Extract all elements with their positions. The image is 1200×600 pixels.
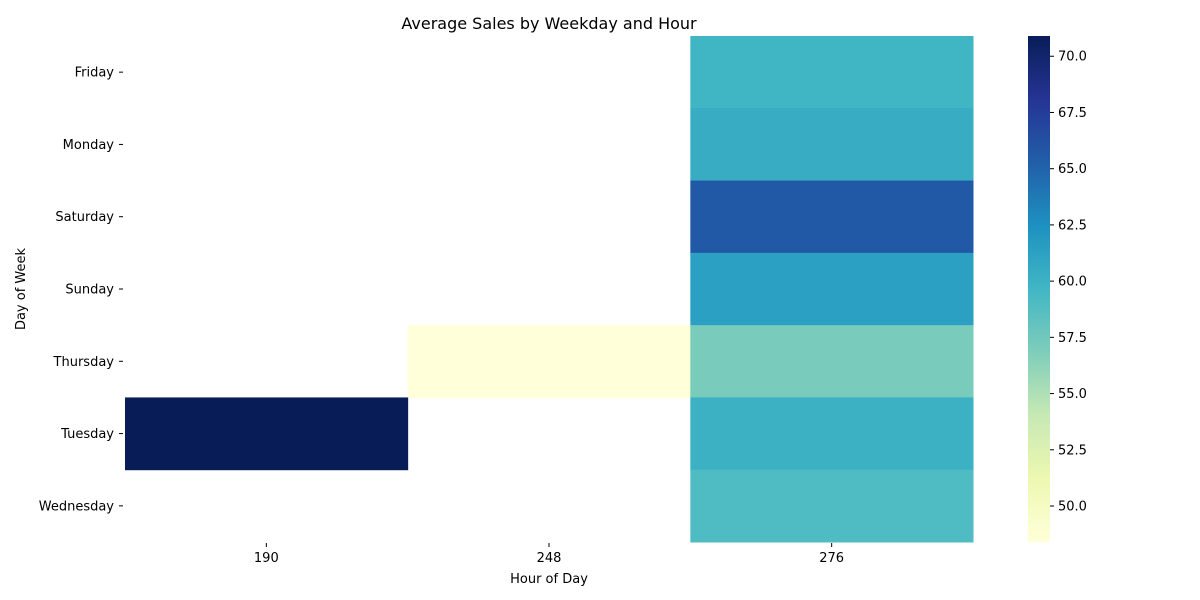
y-tick-label: Friday xyxy=(75,66,115,81)
colorbar-tick-label: 62.5 xyxy=(1058,218,1087,233)
colorbar-ticks: 50.0 52.5 55.0 57.5 60.0 62.5 65.0 67.5 70.0 xyxy=(1050,50,1087,515)
colorbar-tick-label: 57.5 xyxy=(1058,331,1087,346)
heatmap-cell xyxy=(690,397,974,471)
chart-title: Average Sales by Weekday and Hour xyxy=(401,14,697,33)
colorbar-tick-label: 60.0 xyxy=(1058,275,1087,290)
colorbar-tick-label: 50.0 xyxy=(1058,500,1087,515)
x-axis-label: Hour of Day xyxy=(510,572,588,587)
colorbar xyxy=(1028,36,1050,542)
heatmap-cell xyxy=(407,325,691,398)
heatmap-cells xyxy=(125,36,974,543)
x-tick-label: 190 xyxy=(254,551,279,566)
colorbar-tick-label: 55.0 xyxy=(1058,387,1087,402)
heatmap-cell xyxy=(690,252,974,326)
heatmap-cell xyxy=(690,36,974,109)
y-tick-label: Sunday xyxy=(65,283,114,298)
y-axis-ticks: Friday Monday Saturday Sunday Thursday Tuesda… xyxy=(39,66,123,514)
colorbar-tick-label: 65.0 xyxy=(1058,162,1087,177)
heatmap-cell xyxy=(690,469,974,543)
x-tick-label: 248 xyxy=(537,551,562,566)
y-tick-label: Monday xyxy=(63,138,115,153)
heatmap-cell xyxy=(690,108,974,182)
y-tick-label: Thursday xyxy=(53,355,115,370)
y-tick-label: Saturday xyxy=(55,210,114,225)
heatmap-cell xyxy=(690,325,974,398)
heatmap-cell xyxy=(690,180,974,254)
x-tick-label: 276 xyxy=(819,551,844,566)
colorbar-tick-label: 70.0 xyxy=(1058,50,1087,65)
heatmap-cell xyxy=(125,397,409,471)
colorbar-tick-label: 67.5 xyxy=(1058,106,1087,121)
x-axis-ticks: 190 248 276 xyxy=(254,543,844,566)
colorbar-tick-label: 52.5 xyxy=(1058,443,1087,458)
y-tick-label: Tuesday xyxy=(60,427,114,442)
y-tick-label: Wednesday xyxy=(39,499,115,514)
y-axis-label: Day of Week xyxy=(14,247,29,330)
